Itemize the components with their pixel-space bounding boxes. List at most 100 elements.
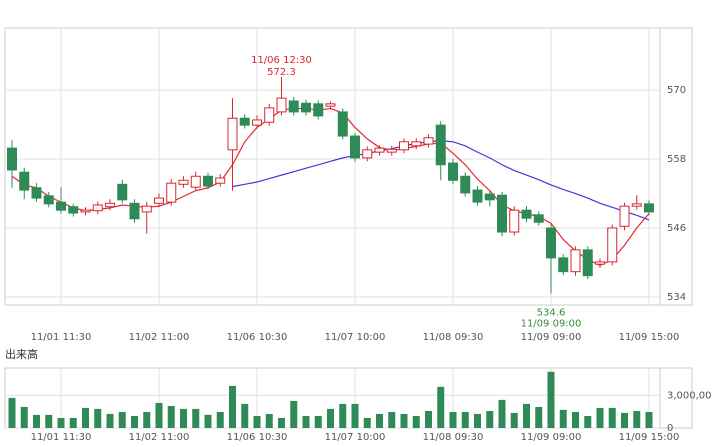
candle-body: [399, 141, 409, 151]
x-tick-label: 11/02 11:00: [129, 332, 190, 343]
candle-body: [80, 209, 91, 213]
candle-body: [484, 193, 495, 201]
x-tick-label: 11/09 09:00: [521, 432, 582, 443]
candle-body: [337, 111, 348, 137]
candle-body: [509, 209, 520, 233]
volume-bar: [118, 411, 126, 428]
volume-bar: [633, 410, 641, 428]
volume-bar: [572, 411, 579, 428]
min-time: 11/09 09:00: [521, 319, 582, 330]
x-tick-label: 11/01 11:30: [31, 432, 92, 443]
volume-bar: [180, 408, 187, 428]
x-tick-label: 11/06 10:30: [227, 432, 288, 443]
x-tick-label: 11/08 09:30: [423, 432, 484, 443]
volume-bar: [351, 403, 359, 428]
volume-bar: [376, 413, 383, 428]
x-tick-label: 11/07 10:00: [325, 432, 386, 443]
candle-body: [68, 206, 79, 214]
y-tick-label: 3,000,000: [667, 390, 712, 401]
volume-bar: [523, 403, 530, 428]
volume-bar: [510, 412, 518, 428]
candle-body: [301, 102, 311, 113]
candle-body: [460, 175, 471, 194]
y-tick-label: 0: [667, 423, 673, 434]
volume-bar: [131, 416, 138, 428]
volume-bar: [388, 411, 396, 428]
candle-body: [203, 175, 213, 187]
volume-bar: [339, 403, 347, 428]
candle-body: [92, 204, 103, 212]
volume-bar: [94, 408, 102, 428]
candle-body: [423, 137, 434, 145]
candle-body: [619, 205, 630, 227]
candle-body: [166, 182, 177, 203]
volume-bar: [20, 406, 28, 428]
volume-bar: [608, 407, 616, 428]
x-tick-label: 11/08 09:30: [423, 332, 484, 343]
x-tick-label: 11/09 09:00: [521, 332, 582, 343]
candle-body: [105, 202, 115, 208]
candle-body: [411, 141, 422, 147]
volume-bar: [486, 410, 494, 428]
candle-body: [570, 249, 581, 273]
candle-body: [56, 201, 66, 211]
volume-bar: [314, 416, 322, 428]
volume-bar: [155, 402, 163, 428]
candle-body: [288, 100, 299, 113]
candle-body: [129, 202, 140, 220]
volume-bar: [216, 411, 224, 428]
candle-body: [178, 179, 189, 185]
candle-body: [141, 205, 152, 213]
volume-bar: [143, 411, 151, 428]
x-tick-label: 11/06 10:30: [227, 332, 288, 343]
max-time: 11/06 12:30: [251, 55, 312, 66]
volume-bar: [8, 397, 16, 428]
volume-bar: [645, 411, 653, 428]
x-tick-label: 11/09 15:00: [619, 432, 680, 443]
volume-bar: [33, 414, 40, 428]
price-panel: [4, 27, 693, 306]
volume-bar: [229, 385, 236, 428]
volume-bar: [449, 411, 457, 428]
max-value: 572.3: [267, 67, 296, 78]
candle-body: [644, 203, 654, 213]
candle-body: [325, 103, 336, 107]
candle-body: [546, 227, 556, 259]
candle-body: [350, 135, 360, 159]
volume-bar: [461, 411, 469, 428]
volume-bar: [363, 417, 371, 428]
candle-body: [313, 103, 324, 117]
candle-body: [154, 197, 164, 204]
volume-bar: [547, 371, 555, 428]
candle-body: [264, 107, 275, 123]
y-tick-label: 534: [667, 292, 686, 303]
candle-body: [607, 227, 618, 263]
candle-body: [215, 177, 226, 184]
candle-body: [558, 257, 569, 273]
candle-body: [276, 97, 287, 113]
volume-bar: [167, 405, 175, 428]
volume-bar: [241, 403, 249, 428]
candle-body: [631, 203, 642, 207]
candle-body: [362, 149, 373, 159]
y-tick-label: 570: [667, 85, 686, 96]
candle-body: [239, 117, 250, 126]
candle-body: [435, 124, 446, 166]
candle-body: [497, 194, 507, 233]
candle-body: [448, 162, 458, 181]
volume-bar: [559, 409, 567, 428]
candle-body: [31, 187, 42, 199]
volume-bar: [45, 414, 53, 428]
volume-bar: [327, 408, 334, 428]
candle-body: [252, 119, 262, 126]
x-tick-label: 11/02 11:00: [129, 432, 190, 443]
volume-bar: [69, 417, 77, 428]
x-tick-label: 11/01 11:30: [31, 332, 92, 343]
candle-body: [7, 147, 17, 171]
volume-bar: [106, 413, 114, 428]
x-tick-label: 11/09 15:00: [619, 332, 680, 343]
y-tick-label: 546: [667, 223, 686, 234]
y-tick-label: 558: [667, 154, 686, 165]
volume-bar: [535, 406, 543, 428]
